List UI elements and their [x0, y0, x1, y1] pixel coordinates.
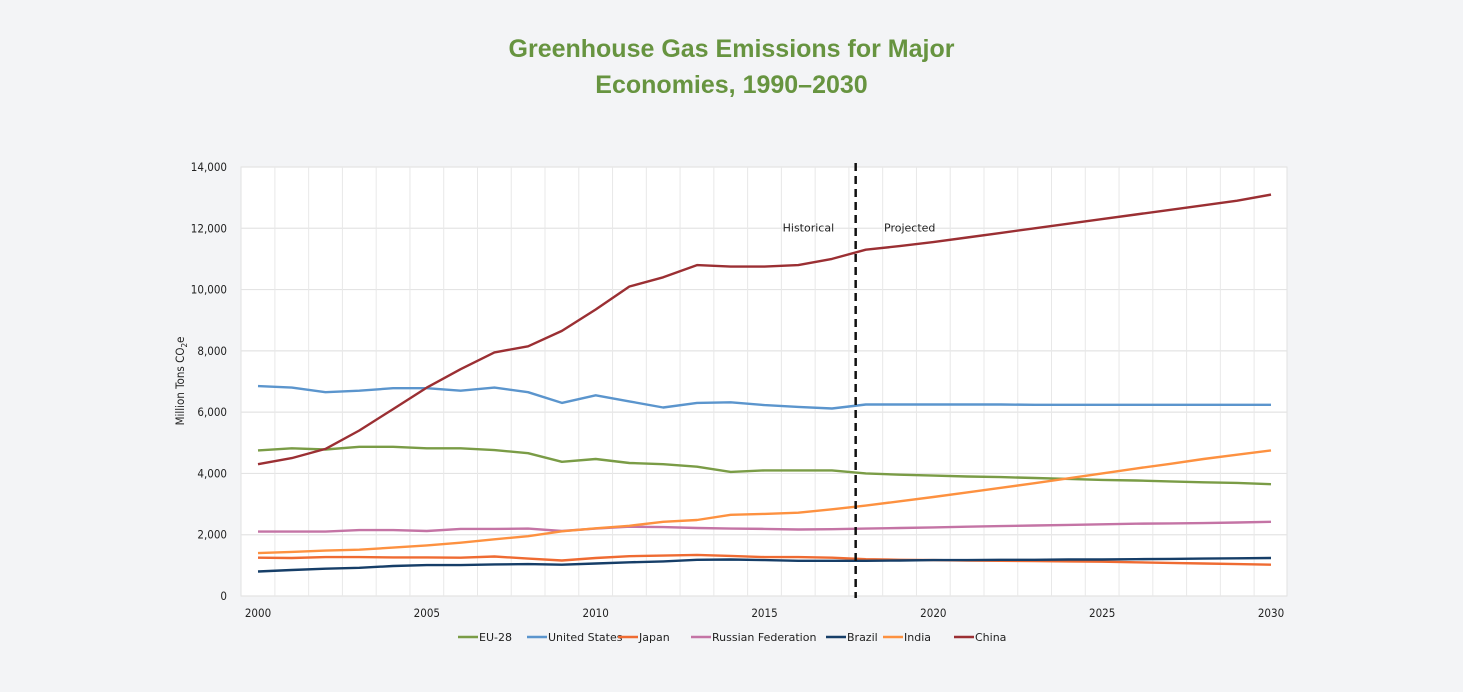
- x-tick-label: 2010: [583, 606, 609, 620]
- y-tick-label: 12,000: [191, 221, 227, 235]
- y-tick-label: 14,000: [191, 160, 227, 174]
- series-line-india: [257, 449, 1272, 555]
- series-line-brazil: [257, 556, 1272, 573]
- chart-title-line-2: Economies, 1990–2030: [595, 71, 868, 99]
- x-tick-label: 2015: [751, 606, 777, 620]
- y-tick-label: 4,000: [197, 466, 227, 480]
- y-tick-label: 2,000: [197, 528, 227, 542]
- y-axis: 0 2,000 4,000 6,000 8,000 10,000 12,000 14,000: [191, 160, 227, 603]
- x-tick-label: 2000: [245, 606, 271, 620]
- chart-title: Greenhouse Gas Emissions for Major Econo…: [0, 31, 1463, 103]
- annotation-historical: Historical: [783, 221, 835, 234]
- x-tick-label: 2030: [1258, 606, 1284, 620]
- legend-item-china: China: [954, 631, 1006, 644]
- legend-item-brazil: Brazil: [826, 631, 878, 644]
- legend-item-eu-28: EU-28: [458, 631, 512, 644]
- y-tick-label: 8,000: [197, 344, 227, 358]
- legend-label: India: [904, 631, 931, 644]
- x-tick-label: 2005: [414, 606, 440, 620]
- plot-background: [240, 166, 1288, 597]
- series-line-russian-federation: [258, 520, 1272, 533]
- chart-title-line-1: Greenhouse Gas Emissions for Major: [508, 35, 955, 63]
- y-tick-label: 0: [220, 589, 227, 603]
- series-line-eu-28: [257, 445, 1272, 486]
- y-tick-label: 6,000: [197, 405, 227, 419]
- y-axis-label: Million Tons CO2e: [173, 337, 189, 426]
- legend-label: Brazil: [847, 631, 878, 644]
- legend-label: China: [975, 631, 1006, 644]
- legend-label: United States: [548, 631, 623, 644]
- series-line-japan: [257, 553, 1272, 566]
- legend-label: Japan: [638, 631, 670, 644]
- y-tick-label: 10,000: [191, 283, 227, 297]
- series-line-china: [257, 193, 1272, 466]
- x-tick-label: 2025: [1089, 606, 1115, 620]
- series-lines: [257, 193, 1272, 573]
- legend-label: EU-28: [479, 631, 512, 644]
- annotation-projected: Projected: [884, 221, 935, 234]
- x-axis: 2000 2005 2010 2015 2020 2025 2030: [245, 606, 1284, 620]
- x-tick-label: 2020: [920, 606, 946, 620]
- legend-item-united-states: United States: [527, 631, 623, 644]
- legend-item-india: India: [883, 631, 931, 644]
- legend-item-japan: Japan: [618, 631, 670, 644]
- legend-label: Russian Federation: [712, 631, 816, 644]
- legend: EU-28 United States Japan Russian Federatio…: [458, 631, 1006, 644]
- legend-item-russian-federation: Russian Federation: [691, 631, 816, 644]
